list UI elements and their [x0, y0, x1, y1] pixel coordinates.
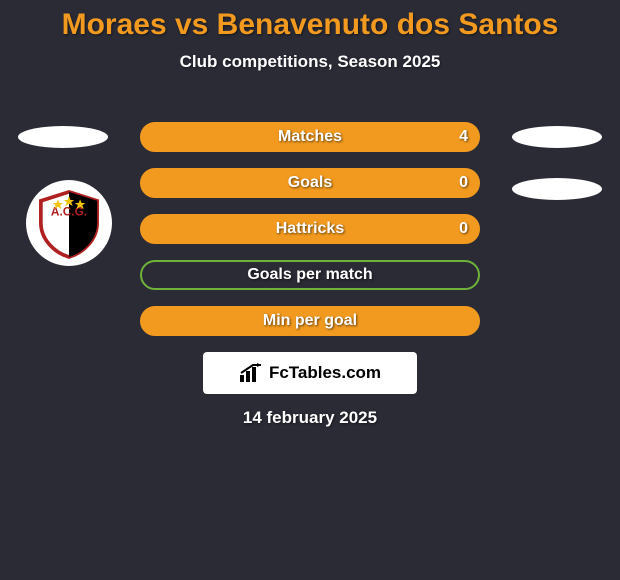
stat-bar: Goals 0 [140, 168, 480, 198]
stat-value: 0 [459, 174, 468, 192]
stat-bar: Goals per match [140, 260, 480, 290]
stat-label: Goals per match [247, 266, 372, 284]
stat-value: 4 [459, 128, 468, 146]
stat-label: Goals [288, 174, 332, 192]
branding-badge: FcTables.com [203, 352, 417, 394]
club-logo: A.C.G. [26, 180, 112, 266]
chart-icon [239, 363, 263, 383]
shield-icon: A.C.G. [32, 186, 106, 260]
branding-text: FcTables.com [269, 363, 381, 383]
stat-label: Hattricks [276, 220, 344, 238]
stat-label: Min per goal [263, 312, 357, 330]
stat-label: Matches [278, 128, 342, 146]
player-placeholder-right-2 [512, 178, 602, 200]
page-subtitle: Club competitions, Season 2025 [0, 52, 620, 72]
date-stamp: 14 february 2025 [0, 408, 620, 428]
stat-value: 0 [459, 220, 468, 238]
stat-bar: Hattricks 0 [140, 214, 480, 244]
player-placeholder-right-1 [512, 126, 602, 148]
stat-bar: Min per goal [140, 306, 480, 336]
stats-bars: Matches 4 Goals 0 Hattricks 0 Goals per match M… [140, 122, 480, 352]
stat-bar: Matches 4 [140, 122, 480, 152]
page-title: Moraes vs Benavenuto dos Santos [0, 0, 620, 42]
player-placeholder-left [18, 126, 108, 148]
